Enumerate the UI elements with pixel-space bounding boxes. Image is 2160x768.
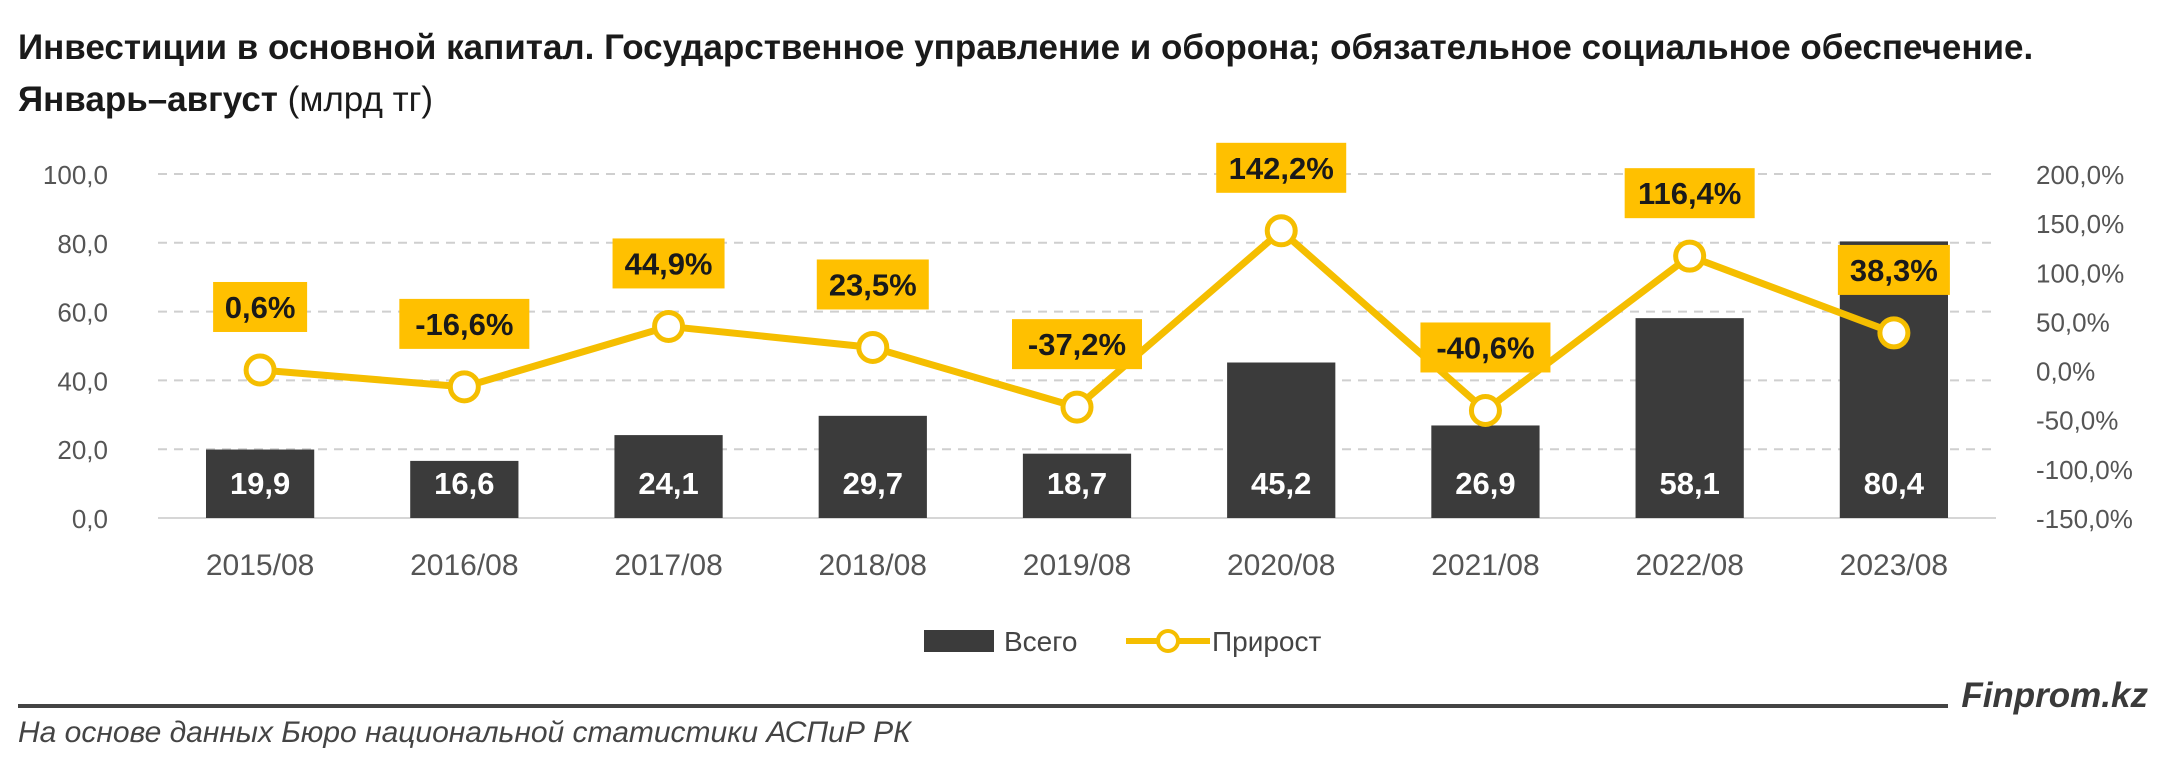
- x-tick-label: 2016/08: [410, 549, 518, 582]
- bar-value-label: 18,7: [1047, 466, 1107, 501]
- growth-label-box: [816, 259, 929, 310]
- y-right-tick-label: 100,0%: [2036, 258, 2124, 288]
- y-left-tick-label: 80,0: [57, 229, 108, 259]
- legend-label-total: Всего: [1004, 626, 1077, 657]
- bar-value-label: 80,4: [1864, 466, 1925, 501]
- y-left-tick-label: 0,0: [72, 504, 108, 534]
- growth-value-label: -37,2%: [1028, 327, 1126, 362]
- growth-point: [856, 330, 890, 364]
- legend-swatch-growth-marker: [1156, 629, 1180, 653]
- growth-label-box: [213, 281, 308, 332]
- y-right-tick-label: 50,0%: [2036, 307, 2110, 337]
- growth-value-label: -40,6%: [1436, 330, 1534, 365]
- growth-label-box: [1837, 244, 1950, 295]
- bar: [1431, 425, 1540, 518]
- growth-value-label: 116,4%: [1638, 176, 1741, 211]
- growth-point: [243, 353, 277, 387]
- y-right-tick-label: 150,0%: [2036, 209, 2124, 239]
- y-left-tick-label: 40,0: [57, 366, 108, 396]
- bar: [1022, 453, 1132, 518]
- x-tick-label: 2023/08: [1840, 549, 1948, 582]
- growth-point: [1673, 239, 1707, 273]
- chart-title-unit: (млрд тг): [287, 80, 434, 119]
- legend-swatch-total: [924, 630, 994, 652]
- chart-title: Инвестиции в основной капитал. Государст…: [18, 22, 2118, 126]
- bar-value-label: 58,1: [1659, 466, 1719, 501]
- growth-point: [1264, 214, 1298, 248]
- growth-value-label: -16,6%: [415, 307, 513, 342]
- bar-value-label: 16,6: [434, 466, 494, 501]
- y-right-tick-label: -100,0%: [2036, 455, 2133, 485]
- y-right-tick-label: 200,0%: [2036, 160, 2124, 190]
- x-tick-label: 2022/08: [1635, 549, 1743, 582]
- growth-value-label: 38,3%: [1850, 253, 1938, 288]
- growth-label-box: [399, 298, 530, 349]
- y-left-tick-label: 60,0: [57, 298, 108, 328]
- y-right-tick-label: 0,0%: [2036, 357, 2095, 387]
- x-tick-label: 2021/08: [1431, 549, 1539, 582]
- chart-title-text: Инвестиции в основной капитал. Государст…: [18, 28, 2034, 119]
- x-tick-label: 2017/08: [614, 549, 722, 582]
- bar-value-label: 19,9: [230, 466, 290, 501]
- growth-value-label: 44,9%: [625, 246, 713, 281]
- growth-value-label: 142,2%: [1229, 151, 1334, 186]
- growth-point: [447, 370, 481, 404]
- bar-value-label: 24,1: [638, 466, 698, 501]
- bar: [1227, 362, 1336, 518]
- bar: [205, 449, 315, 518]
- bar: [818, 415, 927, 518]
- x-tick-label: 2019/08: [1023, 549, 1131, 582]
- legend-label-growth: Прирост: [1212, 626, 1321, 657]
- combo-chart: 0,0 20,0 40,0 60,0 80,0 100,0 -150,0% -100,0% -5…: [43, 142, 2133, 657]
- growth-label-box: [1012, 319, 1142, 370]
- source-note: На основе данных Бюро национальной стати…: [18, 716, 911, 749]
- growth-label-box: [612, 238, 725, 289]
- growth-value-label: 23,5%: [829, 267, 917, 302]
- x-tick-label: 2018/08: [819, 549, 927, 582]
- growth-point: [1877, 316, 1911, 350]
- growth-point: [652, 309, 686, 343]
- y-right-tick-label: -50,0%: [2036, 406, 2118, 436]
- footer-divider: [18, 704, 1948, 708]
- y-left-tick-label: 20,0: [57, 435, 108, 465]
- x-tick-label: 2015/08: [206, 549, 314, 582]
- x-tick-label: 2020/08: [1227, 549, 1335, 582]
- y-left-tick-label: 100,0: [43, 160, 108, 190]
- bar-value-label: 45,2: [1251, 466, 1311, 501]
- growth-label-box: [1624, 168, 1755, 219]
- growth-label-box: [1420, 322, 1551, 373]
- bar: [410, 460, 519, 518]
- brand-logo-text[interactable]: Finprom.kz: [1961, 676, 2148, 715]
- bar-value-label: 29,7: [843, 466, 903, 501]
- growth-point: [1060, 390, 1094, 424]
- growth-label-box: [1216, 142, 1347, 193]
- growth-value-label: 0,6%: [225, 290, 296, 325]
- bar-value-label: 26,9: [1455, 466, 1515, 501]
- growth-point: [1468, 393, 1502, 427]
- y-right-tick-label: -150,0%: [2036, 504, 2133, 534]
- bar: [614, 435, 723, 518]
- bar: [1635, 318, 1744, 518]
